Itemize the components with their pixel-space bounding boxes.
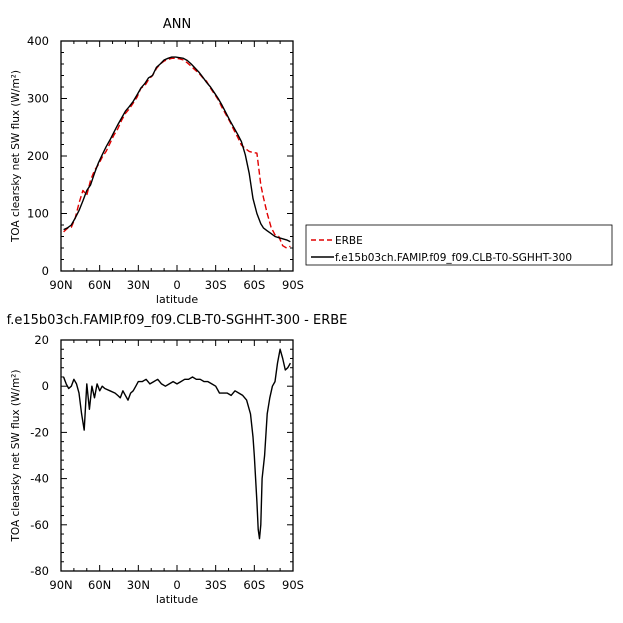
y-tick-label: 300 bbox=[27, 92, 49, 106]
x-tick-label: 60N bbox=[88, 578, 111, 592]
y-axis-label: TOA clearsky net SW flux (W/m²) bbox=[10, 70, 22, 243]
x-tick-label: 0 bbox=[173, 578, 180, 592]
x-tick-label: 90S bbox=[282, 278, 304, 292]
plot-frame bbox=[60, 40, 294, 272]
legend: ERBE f.e15b03ch.FAMIP.f09_f09.CLB-T0-SGHH… bbox=[305, 224, 613, 266]
y-tick-label: 200 bbox=[27, 149, 49, 163]
series-line-1 bbox=[62, 348, 292, 540]
legend-box bbox=[305, 224, 613, 266]
legend-label: ERBE bbox=[335, 235, 363, 247]
chart-title: ANN bbox=[163, 17, 191, 32]
y-tick-label: 400 bbox=[27, 34, 49, 48]
y-tick-label: -20 bbox=[30, 425, 49, 439]
y-tick-label: -40 bbox=[30, 472, 49, 486]
legend-label: f.e15b03ch.FAMIP.f09_f09.CLB-T0-SGHHT-30… bbox=[335, 252, 572, 264]
x-tick-label: 30S bbox=[205, 278, 227, 292]
top-panel: ANN 90N 60N 30N 0 30S 60S 90S 0 100 200 300 400 latit… bbox=[10, 17, 304, 306]
x-tick-label: 90S bbox=[282, 578, 304, 592]
x-tick-label: 0 bbox=[173, 278, 180, 292]
y-tick-label: 0 bbox=[42, 264, 49, 278]
x-tick-label: 90N bbox=[49, 278, 72, 292]
x-tick-label: 60N bbox=[88, 278, 111, 292]
plot-frame bbox=[60, 339, 294, 572]
series-line-2 bbox=[63, 56, 291, 243]
x-axis-label: latitude bbox=[156, 593, 198, 606]
x-tick-label: 30N bbox=[127, 578, 150, 592]
x-tick-label: 60S bbox=[243, 278, 265, 292]
x-tick-label: 60S bbox=[243, 578, 265, 592]
x-axis-label: latitude bbox=[156, 293, 198, 306]
y-tick-label: -80 bbox=[30, 564, 49, 578]
chart-title: f.e15b03ch.FAMIP.f09_f09.CLB-T0-SGHHT-30… bbox=[7, 313, 348, 328]
y-tick-label: -60 bbox=[30, 518, 49, 532]
x-tick-label: 30S bbox=[205, 578, 227, 592]
x-tick-label: 30N bbox=[127, 278, 150, 292]
x-tick-label: 90N bbox=[49, 578, 72, 592]
y-tick-label: 100 bbox=[27, 207, 49, 221]
bottom-panel: f.e15b03ch.FAMIP.f09_f09.CLB-T0-SGHHT-30… bbox=[7, 313, 348, 606]
y-tick-label: 20 bbox=[34, 333, 49, 347]
y-tick-label: 0 bbox=[42, 379, 49, 393]
y-axis-label: TOA clearsky net SW flux (W/m²) bbox=[10, 370, 22, 543]
series-line-1 bbox=[63, 57, 291, 249]
